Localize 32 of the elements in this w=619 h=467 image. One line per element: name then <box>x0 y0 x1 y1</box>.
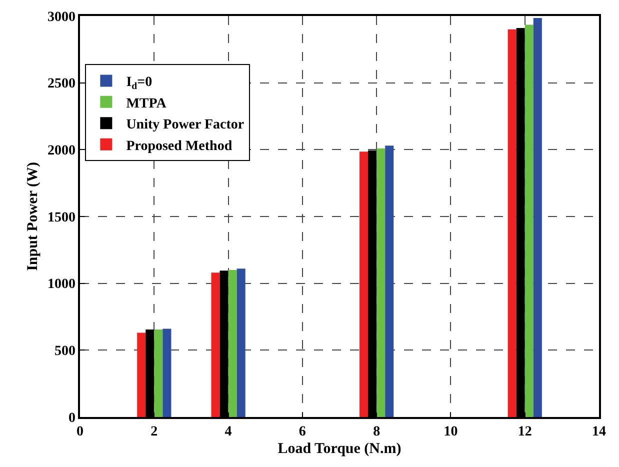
bar <box>508 29 516 417</box>
bar <box>533 18 542 417</box>
bar <box>376 148 386 417</box>
x-tick-label: 2 <box>150 424 158 440</box>
legend-label: Proposed Method <box>126 138 232 154</box>
x-tick-label: 4 <box>224 424 232 440</box>
x-axis-title: Load Torque (N.m) <box>278 441 402 458</box>
x-tick-label: 6 <box>298 424 306 440</box>
bar <box>154 329 163 417</box>
y-tick-label: 2000 <box>47 144 76 159</box>
bar <box>360 152 368 417</box>
y-tick-label: 3000 <box>47 10 76 25</box>
x-tick-label: 14 <box>592 424 606 440</box>
bar <box>385 146 394 417</box>
y-axis-title: Input Power (W) <box>25 162 42 271</box>
bar <box>228 270 237 417</box>
x-tick-label: 10 <box>444 424 458 440</box>
bar <box>137 332 146 417</box>
y-tick-label: 2500 <box>47 76 76 92</box>
y-tick-label: 1000 <box>47 277 76 292</box>
legend-label: I$_{d}$=0 <box>126 75 152 92</box>
legend-label: MTPA <box>126 96 168 112</box>
y-tick-label: 500 <box>54 344 76 360</box>
x-tick-label: 8 <box>373 424 380 440</box>
y-tick-label: 1500 <box>47 210 76 226</box>
bar <box>236 268 246 417</box>
bar <box>162 328 172 417</box>
y-tick-label: 0 <box>68 410 76 426</box>
bar <box>524 24 534 417</box>
bar <box>211 272 220 417</box>
legend-label: Unity Power Factor <box>126 118 244 133</box>
x-tick-label: 12 <box>518 424 532 440</box>
